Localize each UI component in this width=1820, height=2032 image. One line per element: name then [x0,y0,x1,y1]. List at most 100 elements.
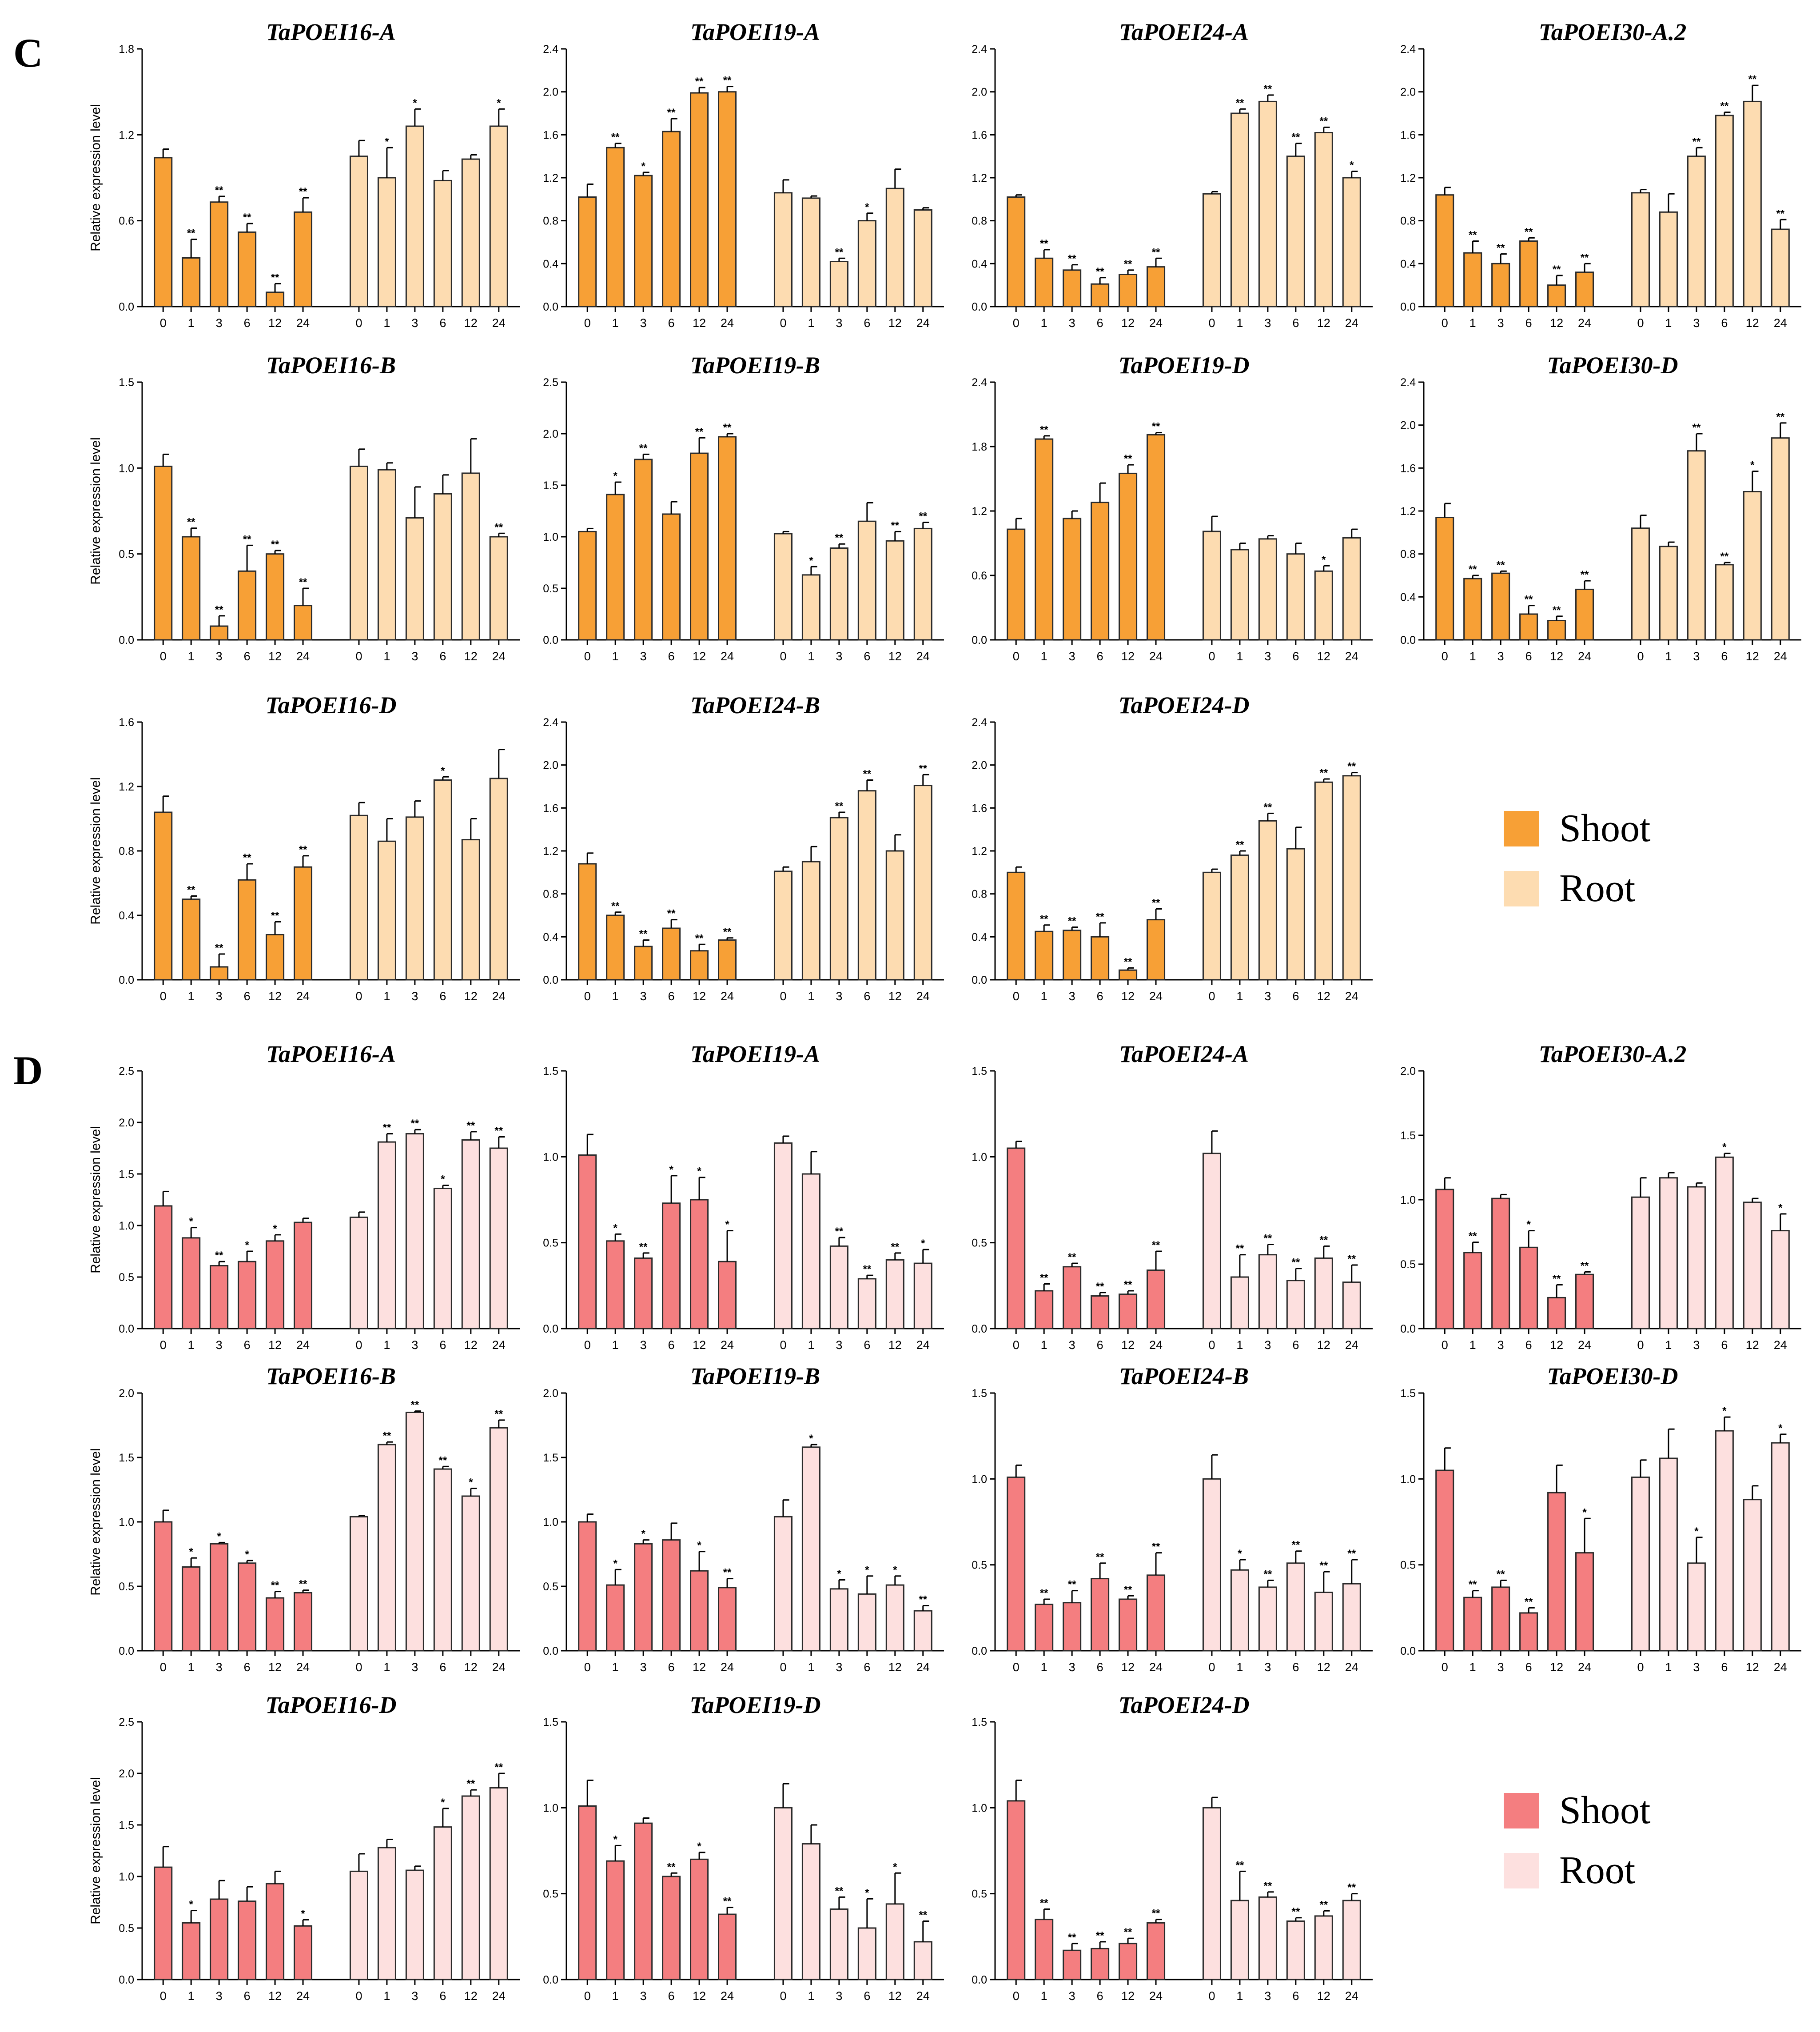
x-tick-label: 3 [216,1338,223,1352]
root-bar [461,1139,480,1329]
significance-mark: ** [1693,136,1701,148]
y-tick-label: 2.0 [543,428,558,440]
y-tick-label: 0.4 [119,910,134,922]
shoot-bar [238,1562,257,1652]
shoot-bar [634,1257,653,1329]
legend-swatch-root [1504,1853,1539,1888]
significance-mark: ** [1347,761,1356,773]
significance-mark: ** [1347,1882,1356,1894]
root-bar [773,1807,793,1980]
root-bar [913,1941,932,1980]
shoot-bar [1463,1252,1482,1329]
y-tick-label: 0.0 [543,634,558,647]
x-tick-label: 12 [1317,1338,1330,1352]
significance-mark: * [865,1887,869,1899]
x-tick-label: 12 [888,650,902,663]
significance-mark: * [1722,1405,1727,1417]
significance-mark: ** [723,1896,732,1908]
root-bar [489,536,508,641]
root-bar [1286,1562,1305,1652]
root-bar [1230,1900,1249,1980]
x-tick-label: 3 [1069,650,1075,663]
significance-mark: ** [891,1241,899,1253]
y-tick-label: 0.0 [543,1645,558,1657]
x-tick-label: 6 [668,1661,675,1674]
chart-title: TaPOEI16-D [265,1692,396,1718]
chart-title: TaPOEI24-D [1118,692,1249,719]
shoot-bar [662,1876,681,1980]
root-bar [1659,1177,1678,1329]
panel-letter-D: D [13,1048,43,1093]
x-tick-label: 0 [160,1661,167,1674]
y-tick-label: 1.0 [119,462,134,475]
x-tick-label: 0 [160,1989,167,2003]
root-bar [489,1787,508,1980]
x-tick-label: 6 [439,1661,446,1674]
x-tick-label: 3 [411,316,418,330]
y-axis-title: Relative expression level [88,777,103,925]
significance-mark: ** [1096,1930,1104,1942]
shoot-bar [1575,1552,1594,1652]
y-tick-label: 0.0 [972,1645,987,1657]
root-bar [913,1610,932,1652]
x-tick-label: 3 [1693,1338,1700,1352]
x-tick-label: 0 [780,1989,786,2003]
significance-mark: * [697,1540,701,1552]
x-tick-label: 0 [1013,1989,1020,2003]
root-bar [885,1259,904,1329]
root-bar [1314,1257,1333,1329]
y-tick-label: 0.0 [1400,1323,1416,1335]
x-tick-label: 6 [1097,990,1103,1003]
root-bar [1743,100,1762,307]
significance-mark: ** [1319,1899,1328,1911]
shoot-bar [690,950,709,981]
root-bar [1258,820,1277,981]
significance-mark: ** [466,1778,475,1790]
significance-mark: ** [215,1250,223,1262]
shoot-bar [1063,1602,1082,1652]
shoot-bar [210,201,229,307]
shoot-bar [1519,1612,1538,1652]
significance-mark: ** [1292,1539,1300,1551]
significance-mark: ** [1469,229,1477,241]
x-tick-label: 24 [1345,316,1358,330]
x-tick-label: 3 [411,1338,418,1352]
x-tick-label: 0 [1208,1661,1215,1674]
significance-mark: ** [1264,1233,1272,1245]
x-tick-label: 24 [1774,1661,1787,1674]
shoot-bar [210,966,229,981]
x-tick-label: 0 [355,990,362,1003]
x-tick-label: 24 [916,1338,930,1352]
significance-mark: ** [215,942,223,954]
shoot-bar [690,92,709,307]
x-tick-label: 24 [721,990,734,1003]
x-tick-label: 6 [1097,1661,1103,1674]
x-tick-label: 0 [780,650,786,663]
x-tick-label: 1 [1236,1661,1243,1674]
x-tick-label: 0 [1637,650,1644,663]
significance-mark: * [385,136,389,148]
chart-D-TaPOEI16-D: TaPOEI16-D Relative expression level 0.0 0.… [88,1692,520,2003]
significance-mark: ** [639,928,648,940]
shoot-bar [294,866,313,981]
x-tick-label: 0 [1013,316,1020,330]
shoot-bar [294,211,313,307]
root-bar [1230,1569,1249,1652]
x-tick-label: 6 [439,990,446,1003]
x-tick-label: 6 [864,650,870,663]
chart-D-TaPOEI19-A: TaPOEI19-A0.00.51.01.50*1**3*6*12*24 0 1**… [543,1041,944,1352]
significance-mark: ** [271,539,279,551]
significance-mark: ** [835,800,844,812]
significance-mark: ** [215,184,223,196]
significance-mark: ** [1319,1560,1328,1572]
y-tick-label: 1.8 [972,441,987,453]
chart-D-TaPOEI24-A: TaPOEI24-A 0.0 0.5 1.0 1.5 0 ** 1 ** 3 ** 6 ** 12 ** 24… [972,1041,1373,1352]
root-bar [405,125,424,307]
root-bar [1286,553,1305,641]
significance-mark: ** [1040,1897,1048,1909]
y-tick-label: 2.5 [119,1065,134,1078]
x-tick-label: 12 [464,990,478,1003]
y-tick-label: 1.2 [972,172,987,184]
significance-mark: * [1582,1506,1587,1518]
x-tick-label: 12 [1746,316,1759,330]
